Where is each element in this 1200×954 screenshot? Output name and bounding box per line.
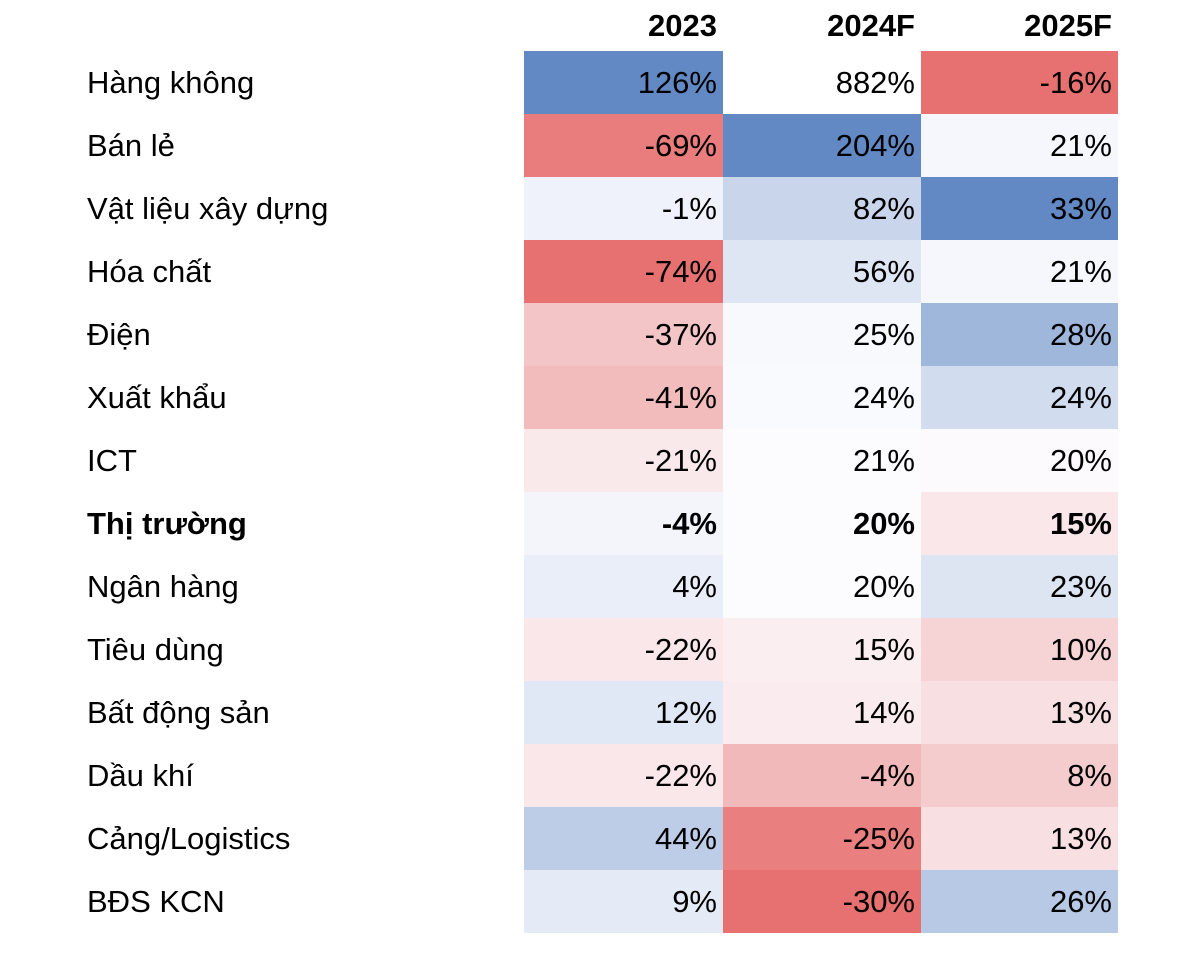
heatmap-cell: -4% <box>723 744 921 807</box>
heatmap-row: Hóa chất -74% 56% 21% <box>0 240 1200 303</box>
heatmap-cell: -69% <box>524 114 723 177</box>
row-label: Bất động sản <box>87 694 270 730</box>
heatmap-cell: -1% <box>524 177 723 240</box>
heatmap-cell: 33% <box>921 177 1118 240</box>
heatmap-cell: 4% <box>524 555 723 618</box>
column-header-row: 2023 2024F 2025F <box>0 0 1200 51</box>
heatmap-cell: -30% <box>723 870 921 933</box>
row-label: Điện <box>87 316 151 352</box>
row-label: Ngân hàng <box>87 568 239 604</box>
heatmap-cell: 15% <box>921 492 1118 555</box>
heatmap-row: Xuất khẩu -41% 24% 24% <box>0 366 1200 429</box>
heatmap-row: ICT -21% 21% 20% <box>0 429 1200 492</box>
heatmap-row: Dầu khí -22% -4% 8% <box>0 744 1200 807</box>
heatmap-cell: -74% <box>524 240 723 303</box>
heatmap-row: Hàng không 126% 882% -16% <box>0 51 1200 114</box>
heatmap-cell: 21% <box>921 240 1118 303</box>
column-header-2023: 2023 <box>648 7 717 43</box>
row-label: Bán lẻ <box>87 127 175 163</box>
heatmap-cell: 15% <box>723 618 921 681</box>
heatmap-cell: 20% <box>723 492 921 555</box>
heatmap-row: Bán lẻ -69% 204% 21% <box>0 114 1200 177</box>
heatmap-row: Ngân hàng 4% 20% 23% <box>0 555 1200 618</box>
heatmap-cell: 28% <box>921 303 1118 366</box>
heatmap-row: Bất động sản 12% 14% 13% <box>0 681 1200 744</box>
row-label: Hóa chất <box>87 253 212 289</box>
heatmap-cell: 21% <box>921 114 1118 177</box>
heatmap-cell: -37% <box>524 303 723 366</box>
heatmap-row: Thị trường -4% 20% 15% <box>0 492 1200 555</box>
heatmap-cell: -21% <box>524 429 723 492</box>
row-label: Vật liệu xây dựng <box>87 190 329 226</box>
heatmap-cell: 26% <box>921 870 1118 933</box>
heatmap-row: Tiêu dùng -22% 15% 10% <box>0 618 1200 681</box>
column-header-2024f: 2024F <box>827 7 915 43</box>
heatmap-cell: -41% <box>524 366 723 429</box>
row-label: Hàng không <box>87 64 255 100</box>
heatmap-cell: 24% <box>921 366 1118 429</box>
heatmap-cell: 13% <box>921 807 1118 870</box>
heatmap-row: Điện -37% 25% 28% <box>0 303 1200 366</box>
heatmap-cell: -16% <box>921 51 1118 114</box>
heatmap-cell: 8% <box>921 744 1118 807</box>
heatmap-cell: 82% <box>723 177 921 240</box>
heatmap-cell: 25% <box>723 303 921 366</box>
heatmap-cell: 14% <box>723 681 921 744</box>
heatmap-cell: -22% <box>524 744 723 807</box>
heatmap-cell: 24% <box>723 366 921 429</box>
heatmap-cell: 20% <box>921 429 1118 492</box>
heatmap-cell: 882% <box>723 51 921 114</box>
heatmap-cell: 9% <box>524 870 723 933</box>
heatmap-cell: -25% <box>723 807 921 870</box>
heatmap-cell: -4% <box>524 492 723 555</box>
heatmap-cell: 126% <box>524 51 723 114</box>
heatmap-cell: 21% <box>723 429 921 492</box>
sector-growth-heatmap: 2023 2024F 2025F Hàng không 126% 882% -16% B… <box>0 0 1200 933</box>
row-label: Xuất khẩu <box>87 379 227 415</box>
heatmap-cell: 20% <box>723 555 921 618</box>
heatmap-cell: 56% <box>723 240 921 303</box>
row-label: Thị trường <box>87 505 247 541</box>
heatmap-cell: 10% <box>921 618 1118 681</box>
row-label: ICT <box>87 442 137 478</box>
column-header-2025f: 2025F <box>1024 7 1112 43</box>
heatmap-cell: -22% <box>524 618 723 681</box>
row-label: Cảng/Logistics <box>87 820 291 856</box>
row-label: BĐS KCN <box>87 883 225 919</box>
heatmap-row: Vật liệu xây dựng -1% 82% 33% <box>0 177 1200 240</box>
heatmap-cell: 44% <box>524 807 723 870</box>
heatmap-cell: 12% <box>524 681 723 744</box>
row-label: Dầu khí <box>87 757 194 793</box>
heatmap-row: Cảng/Logistics 44% -25% 13% <box>0 807 1200 870</box>
heatmap-rows: Hàng không 126% 882% -16% Bán lẻ -69% 204% 21% V… <box>0 51 1200 933</box>
heatmap-cell: 23% <box>921 555 1118 618</box>
heatmap-cell: 204% <box>723 114 921 177</box>
heatmap-cell: 13% <box>921 681 1118 744</box>
row-label: Tiêu dùng <box>87 631 224 667</box>
heatmap-row: BĐS KCN 9% -30% 26% <box>0 870 1200 933</box>
